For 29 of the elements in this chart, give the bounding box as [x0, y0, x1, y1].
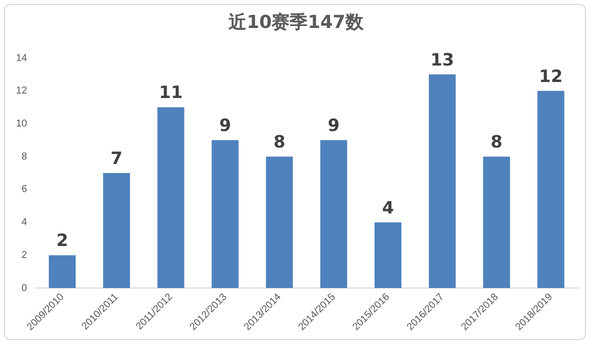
y-tick-label: 6 — [22, 184, 28, 196]
bar — [537, 90, 564, 288]
data-label: 12 — [539, 66, 563, 87]
bar — [374, 222, 402, 288]
data-label: 2 — [56, 231, 68, 252]
data-label: 8 — [273, 132, 286, 153]
y-tick-label: 14 — [16, 52, 28, 64]
bar — [266, 156, 293, 288]
y-tick-label: 2 — [22, 250, 28, 261]
bar — [320, 140, 348, 288]
bar — [157, 107, 184, 288]
bar — [48, 255, 76, 288]
chart-title: 近10赛季147数 — [228, 11, 364, 34]
y-tick-label: 10 — [16, 118, 28, 130]
bar — [212, 140, 239, 288]
data-label: 7 — [110, 148, 122, 169]
y-tick-label: 8 — [22, 151, 28, 162]
data-label: 9 — [328, 116, 340, 136]
y-tick-label: 12 — [16, 86, 28, 97]
data-label: 11 — [159, 83, 183, 104]
y-tick-label: 0 — [22, 282, 28, 294]
data-label: 8 — [490, 132, 502, 153]
y-tick-label: 4 — [22, 217, 28, 228]
bar — [483, 156, 510, 288]
data-label: 4 — [382, 198, 394, 218]
data-label: 13 — [430, 50, 454, 70]
data-label: 9 — [219, 116, 232, 136]
bar — [428, 74, 456, 288]
bar — [103, 173, 130, 288]
